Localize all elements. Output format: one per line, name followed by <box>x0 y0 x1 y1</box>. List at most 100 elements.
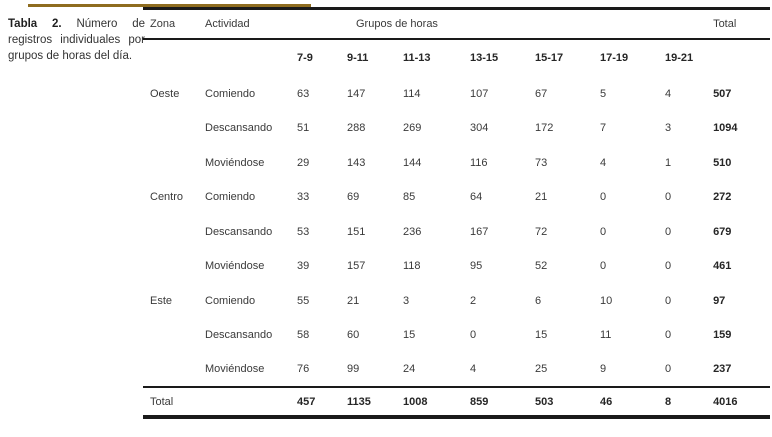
value-cell: 3 <box>403 294 410 307</box>
total-row-label: Total <box>143 386 205 417</box>
value-cell: 147 <box>347 87 366 100</box>
grupos-de-horas-header: Grupos de horas <box>297 8 714 40</box>
zona-header: Zona <box>143 8 205 40</box>
value-cell: 0 <box>665 191 672 204</box>
value-cell: 15 <box>403 329 416 342</box>
main-header-row: Zona Actividad Grupos de horas Total <box>143 8 771 40</box>
value-cell: 0 <box>665 329 672 342</box>
table-caption: Tabla 2. Número de registros individuale… <box>8 16 145 64</box>
table-row: Descansando 53 151 236 167 72 0 0 679 <box>143 215 770 250</box>
value-cell: 95 <box>470 260 483 273</box>
table-row: Centro Comiendo 33 69 85 64 21 0 0 272 <box>143 180 770 215</box>
value-cell: 7 <box>600 122 607 135</box>
value-cell: 0 <box>600 260 607 273</box>
zona-cell: Este <box>150 294 173 307</box>
value-cell: 143 <box>347 156 366 169</box>
value-cell: 167 <box>470 225 489 238</box>
value-cell: 21 <box>535 191 548 204</box>
value-cell: 63 <box>297 87 310 100</box>
value-cell: 52 <box>535 260 548 273</box>
row-total-cell: 1094 <box>713 122 738 135</box>
row-total-cell: 461 <box>713 260 732 273</box>
value-cell: 288 <box>347 122 366 135</box>
value-cell: 304 <box>470 122 489 135</box>
value-cell: 0 <box>470 329 477 342</box>
value-cell: 76 <box>297 363 310 376</box>
records-table: Zona Actividad Grupos de horas Total 7-9… <box>143 7 771 419</box>
value-cell: 29 <box>297 156 310 169</box>
accent-rule <box>28 4 311 7</box>
table-row: Moviéndose 76 99 24 4 25 9 0 237 <box>143 353 770 388</box>
column-total-cell: 859 <box>470 386 535 417</box>
value-cell: 3 <box>665 122 672 135</box>
value-cell: 114 <box>403 87 421 100</box>
value-cell: 116 <box>470 156 488 169</box>
value-cell: 0 <box>600 225 607 238</box>
column-total-cell: 457 <box>297 386 347 417</box>
table-body: Oeste Comiendo 63 147 114 107 67 5 4 507 Descansan… <box>143 77 770 388</box>
value-cell: 6 <box>535 294 542 307</box>
total-row: Total 457 1135 1008 859 503 46 8 4016 <box>143 386 771 417</box>
value-cell: 5 <box>600 87 607 100</box>
value-cell: 58 <box>297 329 310 342</box>
actividad-cell: Comiendo <box>205 87 256 100</box>
actividad-cell: Comiendo <box>205 294 256 307</box>
table-head: Zona Actividad Grupos de horas Total 7-9… <box>143 8 771 77</box>
zona-cell <box>143 318 205 353</box>
zona-cell <box>143 353 205 388</box>
zona-cell: Oeste <box>150 87 180 100</box>
value-cell: 11 <box>600 329 612 342</box>
value-cell: 33 <box>297 191 310 204</box>
value-cell: 39 <box>297 260 310 273</box>
value-cell: 99 <box>347 363 360 376</box>
hour-group-header: 19-21 <box>665 52 694 64</box>
zona-cell <box>143 215 205 250</box>
actividad-header: Actividad <box>205 8 297 40</box>
column-total-cell: 1008 <box>403 386 470 417</box>
value-cell: 0 <box>665 294 672 307</box>
zona-cell: Centro <box>150 191 184 204</box>
value-cell: 2 <box>470 294 477 307</box>
value-cell: 1 <box>665 156 672 169</box>
value-cell: 85 <box>403 191 416 204</box>
value-cell: 4 <box>665 87 672 100</box>
hour-group-header: 15-17 <box>535 52 564 64</box>
hour-group-header: 17-19 <box>600 52 629 64</box>
total-header: Total <box>713 8 771 40</box>
empty-cell <box>205 386 297 417</box>
value-cell: 21 <box>347 294 360 307</box>
value-cell: 151 <box>347 225 366 238</box>
table-row: Descansando 58 60 15 0 15 11 0 159 <box>143 318 770 353</box>
value-cell: 64 <box>470 191 483 204</box>
value-cell: 15 <box>535 329 548 342</box>
value-cell: 69 <box>347 191 360 204</box>
value-cell: 4 <box>470 363 477 376</box>
row-total-cell: 507 <box>713 87 732 100</box>
row-total-cell: 272 <box>713 191 732 204</box>
value-cell: 53 <box>297 225 310 238</box>
value-cell: 107 <box>470 87 489 100</box>
hour-groups-row: 7-9 9-11 11-13 13-15 15-17 17-19 19-21 <box>143 39 770 77</box>
zona-cell <box>143 146 205 181</box>
actividad-cell: Moviéndose <box>205 156 265 169</box>
table-foot: Total 457 1135 1008 859 503 46 8 4016 <box>143 386 771 417</box>
column-total-cell: 8 <box>665 386 714 417</box>
value-cell: 10 <box>600 294 613 307</box>
value-cell: 73 <box>535 156 548 169</box>
row-total-cell: 510 <box>713 156 732 169</box>
actividad-cell: Moviéndose <box>205 363 265 376</box>
value-cell: 25 <box>535 363 548 376</box>
column-total-cell: 46 <box>600 386 665 417</box>
actividad-cell: Descansando <box>205 225 273 238</box>
hour-group-header: 13-15 <box>470 52 499 64</box>
hour-group-header: 7-9 <box>297 52 313 64</box>
row-total-cell: 679 <box>713 225 732 238</box>
row-total-cell: 159 <box>713 329 732 342</box>
value-cell: 144 <box>403 156 422 169</box>
table-row: Moviéndose 39 157 118 95 52 0 0 461 <box>143 249 770 284</box>
table-row: Oeste Comiendo 63 147 114 107 67 5 4 507 <box>143 77 770 112</box>
value-cell: 60 <box>347 329 360 342</box>
table-row: Descansando 51 288 269 304 172 7 3 1094 <box>143 111 770 146</box>
actividad-cell: Comiendo <box>205 191 256 204</box>
